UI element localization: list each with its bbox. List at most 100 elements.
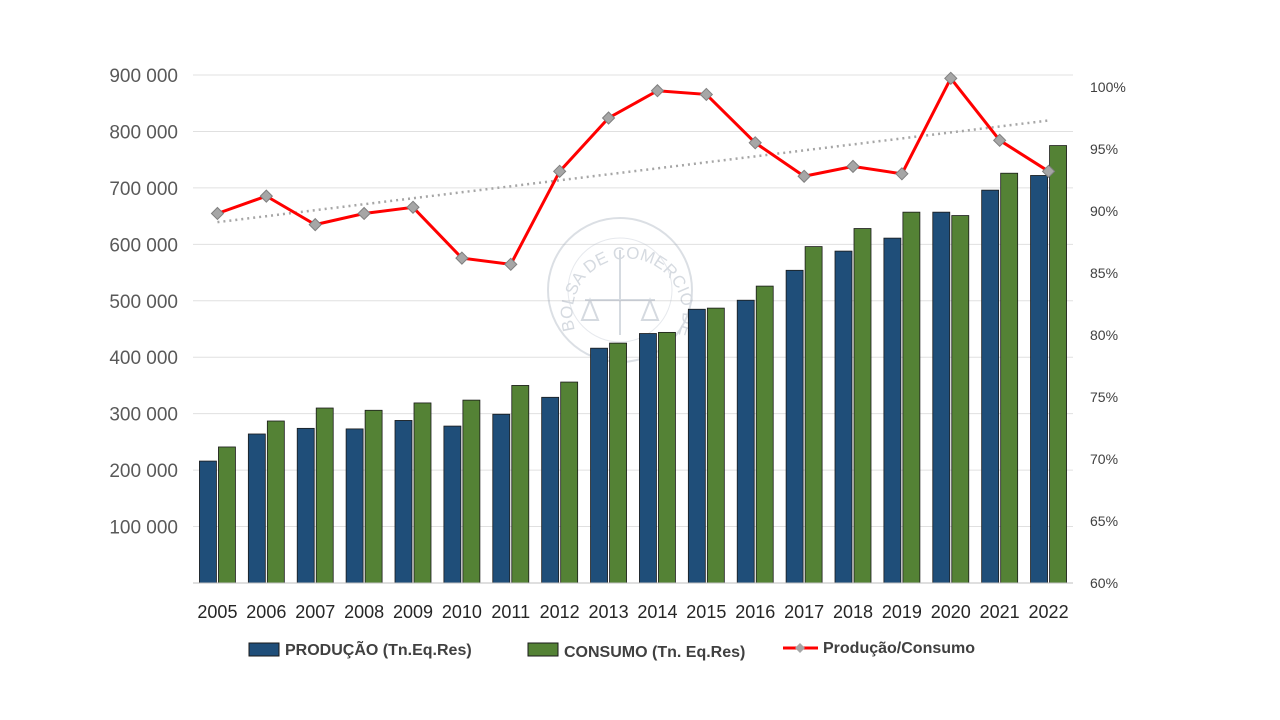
ratio-point — [455, 251, 469, 265]
legend-marker-ratio — [795, 643, 805, 653]
legend: PRODUÇÃO (Tn.Eq.Res) CONSUMO (Tn. Eq.Res)… — [248, 639, 975, 661]
ratio-point — [601, 111, 616, 125]
bar-producao — [785, 269, 804, 584]
x-tick-label: 2020 — [931, 602, 971, 622]
bar-consumo — [315, 407, 334, 584]
right-tick-label: 80% — [1090, 327, 1118, 343]
ratio-line — [210, 71, 1056, 272]
bar-producao — [590, 347, 608, 584]
ratio-point — [308, 217, 322, 232]
bar-consumo — [755, 285, 774, 584]
x-tick-label: 2007 — [295, 602, 335, 622]
x-tick-label: 2015 — [686, 602, 726, 622]
x-tick-label: 2013 — [589, 602, 629, 622]
legend-label-producao: PRODUÇÃO (Tn.Eq.Res) — [285, 639, 472, 659]
right-tick-label: 90% — [1090, 203, 1118, 219]
ratio-point — [650, 84, 665, 98]
bar-consumo — [804, 246, 823, 584]
ratio-point — [210, 206, 225, 221]
x-tick-label: 2019 — [882, 602, 922, 622]
right-tick-label: 70% — [1090, 451, 1118, 467]
bar-producao — [883, 237, 902, 584]
x-tick-label: 2017 — [784, 602, 824, 622]
bar-consumo — [266, 420, 285, 584]
x-tick-label: 2022 — [1029, 602, 1069, 622]
left-tick-label: 600 000 — [109, 235, 178, 256]
x-tick-label: 2008 — [344, 602, 384, 622]
bars — [199, 145, 1067, 584]
bar-consumo — [951, 215, 970, 584]
ratio-point — [944, 71, 958, 86]
left-tick-label: 300 000 — [109, 405, 178, 426]
left-tick-label: 200 000 — [109, 461, 178, 482]
bar-consumo — [462, 399, 481, 584]
left-tick-label: 800 000 — [109, 122, 178, 143]
axes: 100 000 200 000 300 000 400 000 500 000 600 0… — [109, 66, 1126, 622]
x-tick-label: 2021 — [980, 602, 1020, 622]
bar-producao — [541, 396, 560, 584]
bar-consumo — [658, 331, 676, 584]
x-tick-label: 2006 — [246, 602, 286, 622]
trendline-path — [217, 119, 1049, 224]
ratio-point — [552, 164, 567, 179]
left-tick-label: 700 000 — [109, 179, 178, 200]
ratio-point — [895, 167, 909, 181]
bar-producao — [687, 308, 706, 584]
ratio-point — [406, 200, 420, 214]
x-tick-label: 2016 — [735, 602, 775, 622]
ratio-point — [992, 133, 1007, 148]
right-tick-label: 75% — [1090, 389, 1118, 405]
right-tick-label: 95% — [1090, 141, 1118, 157]
bar-consumo — [364, 409, 383, 584]
ratio-line-path — [216, 75, 1050, 266]
bar-producao — [443, 425, 462, 584]
x-tick-label: 2018 — [833, 602, 873, 622]
bar-producao — [345, 428, 364, 584]
bar-producao — [296, 427, 315, 584]
ratio-point — [748, 136, 762, 150]
trendline — [217, 119, 1049, 224]
left-tick-label: 900 000 — [109, 66, 178, 87]
right-tick-label: 100% — [1090, 79, 1126, 95]
bar-consumo — [560, 381, 579, 584]
bar-producao — [736, 299, 755, 584]
bar-producao — [834, 250, 853, 584]
bar-producao — [394, 420, 413, 584]
x-tick-label: 2010 — [442, 602, 482, 622]
bar-producao — [199, 460, 217, 584]
legend-swatch-producao — [248, 642, 280, 657]
gridlines — [193, 74, 1073, 528]
bar-consumo — [218, 446, 236, 584]
x-tick-label: 2012 — [540, 602, 580, 622]
bar-producao — [1030, 175, 1048, 584]
left-tick-label: 500 000 — [109, 292, 178, 313]
bar-consumo — [511, 385, 530, 584]
ratio-point — [259, 189, 274, 203]
bar-producao — [981, 189, 1000, 584]
x-tick-label: 2009 — [393, 602, 433, 622]
bar-consumo — [706, 307, 725, 584]
ratio-point — [797, 169, 811, 183]
bar-producao — [639, 333, 657, 584]
svg-text:BOLSA DE COMERCIO DE ROSARIO: BOLSA DE COMERCIO DE ROSARIO — [0, 0, 698, 339]
left-tick-label: 400 000 — [109, 348, 178, 369]
right-tick-label: 85% — [1090, 265, 1118, 281]
bar-consumo — [902, 211, 921, 584]
x-tick-label: 2014 — [637, 602, 677, 622]
ratio-point — [504, 257, 518, 272]
right-tick-label: 60% — [1090, 575, 1118, 591]
bar-producao — [247, 433, 266, 584]
ratio-point — [699, 87, 714, 102]
legend-label-ratio: Produção/Consumo — [823, 640, 975, 657]
ratio-point — [1041, 164, 1056, 179]
bar-consumo — [1000, 172, 1019, 584]
bar-consumo — [853, 228, 872, 584]
bar-consumo — [1049, 145, 1067, 584]
right-tick-label: 65% — [1090, 513, 1118, 529]
bar-consumo — [609, 342, 627, 584]
legend-label-consumo: CONSUMO (Tn. Eq.Res) — [564, 644, 745, 661]
bar-producao — [932, 211, 951, 584]
watermark-seal: BOLSA DE COMERCIO DE ROSARIO — [0, 0, 698, 363]
x-tick-label: 2011 — [491, 602, 530, 622]
